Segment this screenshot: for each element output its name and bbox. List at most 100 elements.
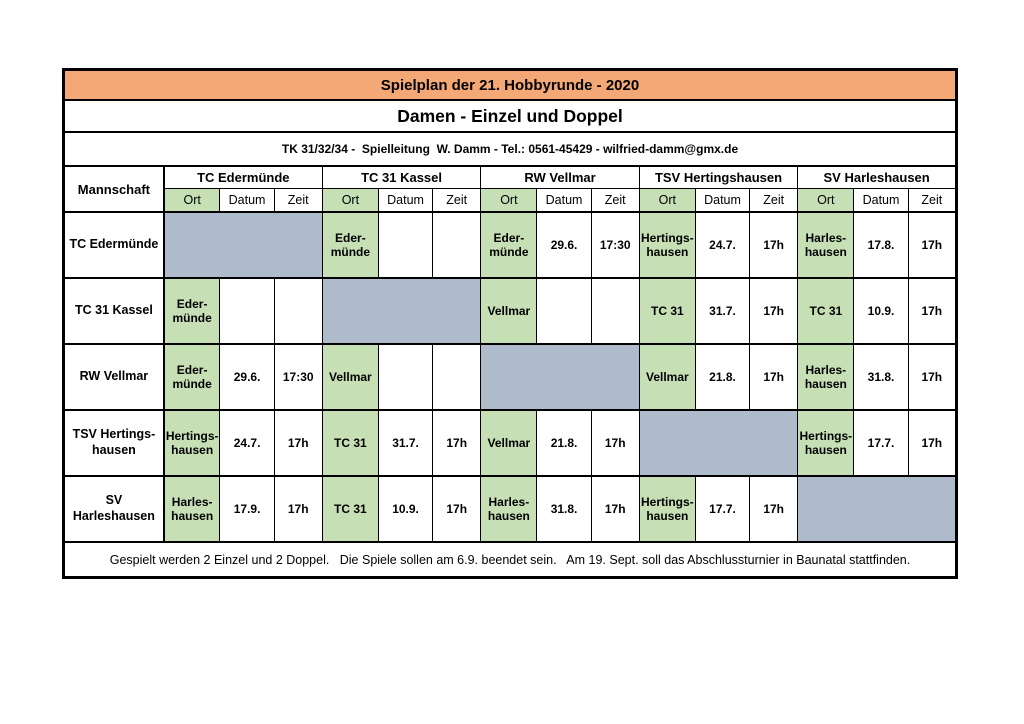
datum-cell-sv-harleshausen: 17.7. bbox=[853, 409, 909, 477]
zeit-cell-tc-ederm-nde: 17h bbox=[273, 475, 323, 543]
datum-cell-tc-31-kassel: 10.9. bbox=[377, 475, 434, 543]
team-header-row: Mannschaft TC Edermünde TC 31 Kassel RW Ve… bbox=[62, 165, 957, 213]
datum-cell-rw-vellmar: 31.8. bbox=[536, 475, 592, 543]
datum-cell-sv-harleshausen: 10.9. bbox=[853, 277, 909, 345]
datum-cell-rw-vellmar: 21.8. bbox=[536, 409, 592, 477]
row-label-rw-vellmar: RW Vellmar bbox=[62, 343, 165, 411]
team-column-header-tc-31-kassel: TC 31 Kassel bbox=[321, 165, 482, 189]
ort-cell-tc-ederm-nde: Hertings- hausen bbox=[163, 409, 221, 477]
blocked-cell-tsv-hertingshausen bbox=[638, 409, 799, 477]
subheader-ort-tc-31-kassel: Ort bbox=[321, 188, 379, 213]
subheader-zeit-tc-ederm-nde: Zeit bbox=[273, 188, 323, 213]
ort-cell-rw-vellmar: Vellmar bbox=[480, 277, 538, 345]
datum-cell-rw-vellmar: 29.6. bbox=[536, 211, 592, 279]
schedule-row-tc-ederm-nde: TC Edermünde Eder- münde Eder- münde 29.6. 1… bbox=[62, 211, 958, 279]
ort-cell-tsv-hertingshausen: TC 31 bbox=[638, 277, 696, 345]
category-row: Damen - Einzel und Doppel bbox=[63, 99, 957, 133]
schedule-row-tsv-hertings-hausen: TSV Hertings- hausen Hertings- hausen 24.7… bbox=[62, 409, 958, 477]
row-label-tsv-hertings-hausen: TSV Hertings- hausen bbox=[62, 409, 165, 477]
datum-cell-sv-harleshausen: 17.8. bbox=[853, 211, 909, 279]
zeit-cell-sv-harleshausen: 17h bbox=[907, 211, 958, 279]
zeit-cell-sv-harleshausen: 17h bbox=[907, 343, 958, 411]
ort-cell-tc-ederm-nde: Eder- münde bbox=[163, 343, 221, 411]
blocked-cell-tc-ederm-nde bbox=[163, 211, 323, 279]
datum-cell-tc-ederm-nde bbox=[219, 277, 275, 345]
subheader-ort-tsv-hertingshausen: Ort bbox=[638, 188, 696, 213]
team-column-header-sv-harleshausen: SV Harleshausen bbox=[797, 165, 957, 189]
zeit-cell-rw-vellmar: 17:30 bbox=[590, 211, 640, 279]
subheader-zeit-tsv-hertingshausen: Zeit bbox=[749, 188, 799, 213]
datum-cell-tc-ederm-nde: 29.6. bbox=[219, 343, 275, 411]
subheader-ort-sv-harleshausen: Ort bbox=[797, 188, 855, 213]
subheader-row: Ort Datum Zeit Ort Datum Zeit Ort Datum Zeit Ort D… bbox=[64, 188, 958, 213]
subheader-datum-tc-ederm-nde: Datum bbox=[219, 188, 275, 213]
row-label-tc-ederm-nde: TC Edermünde bbox=[62, 211, 165, 279]
contact-info-line: TK 31/32/34 - Spielleitung W. Damm - Tel… bbox=[63, 131, 957, 167]
datum-cell-tc-31-kassel bbox=[377, 211, 434, 279]
ort-cell-tc-31-kassel: TC 31 bbox=[321, 409, 379, 477]
zeit-cell-tsv-hertingshausen: 17h bbox=[749, 343, 799, 411]
datum-cell-tc-ederm-nde: 24.7. bbox=[219, 409, 275, 477]
datum-cell-rw-vellmar bbox=[536, 277, 592, 345]
zeit-cell-tc-31-kassel: 17h bbox=[432, 475, 482, 543]
datum-cell-tc-31-kassel: 31.7. bbox=[377, 409, 434, 477]
row-label-sv-harleshausen: SV Harleshausen bbox=[62, 475, 165, 543]
ort-cell-rw-vellmar: Eder- münde bbox=[480, 211, 538, 279]
schedule-row-sv-harleshausen: SV Harleshausen Harles- hausen 17.9. 17h TC … bbox=[62, 475, 957, 543]
datum-cell-tsv-hertingshausen: 21.8. bbox=[694, 343, 751, 411]
zeit-cell-sv-harleshausen: 17h bbox=[907, 409, 958, 477]
team-column-header-tc-ederm-nde: TC Edermünde bbox=[163, 165, 323, 189]
title-row: Spielplan der 21. Hobbyrunde - 2020 bbox=[63, 68, 957, 101]
info-row: TK 31/32/34 - Spielleitung W. Damm - Tel… bbox=[63, 131, 957, 167]
subheader-datum-tc-31-kassel: Datum bbox=[377, 188, 434, 213]
datum-cell-tsv-hertingshausen: 24.7. bbox=[694, 211, 751, 279]
datum-cell-tsv-hertingshausen: 31.7. bbox=[694, 277, 751, 345]
footer-row: Gespielt werden 2 Einzel und 2 Doppel. D… bbox=[63, 541, 957, 579]
schedule-row-rw-vellmar: RW Vellmar Eder- münde 29.6. 17:30 Vellmar Ve… bbox=[62, 343, 958, 411]
ort-cell-tsv-hertingshausen: Hertings- hausen bbox=[638, 475, 696, 543]
subheader-datum-sv-harleshausen: Datum bbox=[853, 188, 909, 213]
page-title: Spielplan der 21. Hobbyrunde - 2020 bbox=[63, 68, 957, 101]
column-header-mannschaft: Mannschaft bbox=[62, 165, 165, 213]
ort-cell-tc-31-kassel: Eder- münde bbox=[321, 211, 379, 279]
zeit-cell-tc-ederm-nde bbox=[273, 277, 323, 345]
ort-cell-sv-harleshausen: Harles- hausen bbox=[797, 211, 855, 279]
zeit-cell-sv-harleshausen: 17h bbox=[907, 277, 958, 345]
subheader-datum-rw-vellmar: Datum bbox=[536, 188, 592, 213]
zeit-cell-rw-vellmar bbox=[590, 277, 640, 345]
datum-cell-tc-31-kassel bbox=[377, 343, 434, 411]
team-column-header-tsv-hertingshausen: TSV Hertingshausen bbox=[638, 165, 799, 189]
blocked-cell-rw-vellmar bbox=[480, 343, 640, 411]
datum-cell-tc-ederm-nde: 17.9. bbox=[219, 475, 275, 543]
ort-cell-tc-ederm-nde: Harles- hausen bbox=[163, 475, 221, 543]
blocked-cell-tc-31-kassel bbox=[321, 277, 482, 345]
zeit-cell-tc-ederm-nde: 17h bbox=[273, 409, 323, 477]
row-label-tc-31-kassel: TC 31 Kassel bbox=[62, 277, 165, 345]
datum-cell-sv-harleshausen: 31.8. bbox=[853, 343, 909, 411]
ort-cell-rw-vellmar: Harles- hausen bbox=[480, 475, 538, 543]
zeit-cell-rw-vellmar: 17h bbox=[590, 475, 640, 543]
subheader-ort-rw-vellmar: Ort bbox=[480, 188, 538, 213]
ort-cell-rw-vellmar: Vellmar bbox=[480, 409, 538, 477]
zeit-cell-tsv-hertingshausen: 17h bbox=[749, 475, 799, 543]
ort-cell-sv-harleshausen: Hertings- hausen bbox=[797, 409, 855, 477]
team-column-header-rw-vellmar: RW Vellmar bbox=[480, 165, 640, 189]
subheader-zeit-sv-harleshausen: Zeit bbox=[907, 188, 958, 213]
zeit-cell-tc-ederm-nde: 17:30 bbox=[273, 343, 323, 411]
footer-note: Gespielt werden 2 Einzel und 2 Doppel. D… bbox=[63, 541, 957, 579]
subheader-ort-tc-ederm-nde: Ort bbox=[163, 188, 221, 213]
zeit-cell-tc-31-kassel: 17h bbox=[432, 409, 482, 477]
datum-cell-tsv-hertingshausen: 17.7. bbox=[694, 475, 751, 543]
ort-cell-sv-harleshausen: TC 31 bbox=[797, 277, 855, 345]
zeit-cell-rw-vellmar: 17h bbox=[590, 409, 640, 477]
ort-cell-sv-harleshausen: Harles- hausen bbox=[797, 343, 855, 411]
schedule-row-tc-31-kassel: TC 31 Kassel Eder- münde Vellmar TC 31 31.7.… bbox=[62, 277, 958, 345]
zeit-cell-tsv-hertingshausen: 17h bbox=[749, 211, 799, 279]
ort-cell-tc-ederm-nde: Eder- münde bbox=[163, 277, 221, 345]
ort-cell-tsv-hertingshausen: Vellmar bbox=[638, 343, 696, 411]
zeit-cell-tsv-hertingshausen: 17h bbox=[749, 277, 799, 345]
schedule-table: Spielplan der 21. Hobbyrunde - 2020 Dame… bbox=[62, 68, 958, 579]
blocked-cell-sv-harleshausen bbox=[797, 475, 957, 543]
zeit-cell-tc-31-kassel bbox=[432, 211, 482, 279]
